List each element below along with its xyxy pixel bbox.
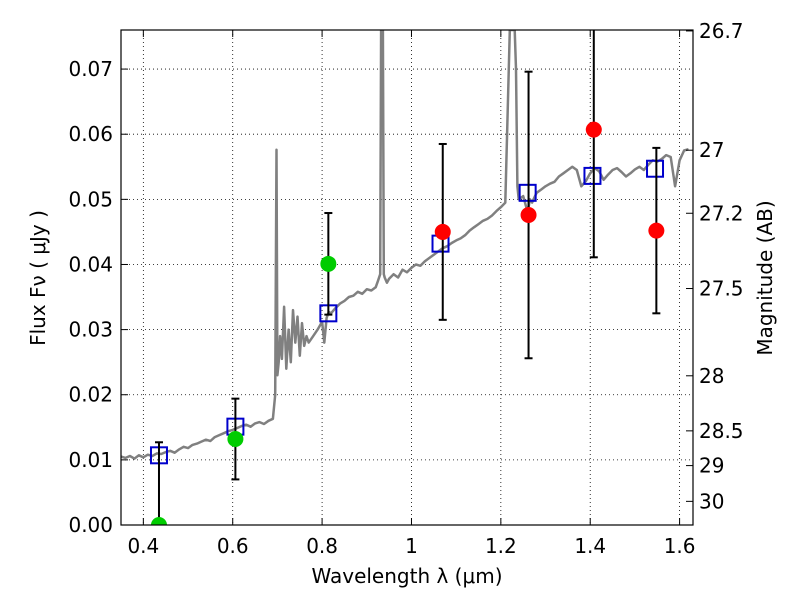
x-tick-label: 1.6 [664, 534, 696, 558]
y2-tick-label: 28 [699, 364, 724, 388]
observed-photometry-point [320, 255, 337, 272]
x-tick-label: 1.4 [574, 534, 606, 558]
plot-frame [120, 29, 694, 526]
y2-tick-label: 27.2 [699, 201, 744, 225]
y-axis-label: Flux Fν ( μJy ) [26, 210, 50, 346]
y-tick-label: 0.01 [68, 448, 113, 472]
y-tick-label: 0.00 [68, 513, 113, 537]
y2-tick-label: 29 [699, 454, 724, 478]
y-tick-label: 0.06 [68, 122, 113, 146]
y-tick-label: 0.02 [68, 383, 113, 407]
observed-photometry-point [434, 223, 451, 240]
observed-photometry-point [227, 431, 244, 448]
observed-photometry-point [648, 222, 665, 239]
plot-area [121, 30, 689, 525]
x-tick-label: 1 [405, 534, 418, 558]
x-axis-label: Wavelength λ (μm) [311, 564, 502, 588]
observed-photometry-point [520, 206, 537, 223]
y2-tick-label: 30 [699, 489, 724, 513]
y-tick-label: 0.03 [68, 318, 113, 342]
x-tick-label: 0.6 [217, 534, 249, 558]
x-tick-label: 0.4 [127, 534, 159, 558]
observed-photometry-point [585, 121, 602, 138]
y-tick-label: 0.04 [68, 252, 113, 276]
y2-tick-label: 27 [699, 138, 724, 162]
observed-photometry-point [150, 517, 167, 525]
model-photometry-marker [583, 166, 602, 185]
y2-tick-label: 27.5 [699, 277, 744, 301]
x-tick-label: 0.8 [306, 534, 338, 558]
plot-inner [121, 30, 689, 525]
y2-tick-label: 28.5 [699, 419, 744, 443]
axis-ticks: 0.4 0.6 0.8 1 1.2 1.4 1.6 0.00 0.01 0.02 0.03 0.04 0… [68, 19, 743, 558]
y-tick-label: 0.07 [68, 57, 113, 81]
y-tick-label: 0.05 [68, 187, 113, 211]
y2-tick-label: 26.7 [699, 19, 744, 43]
x-tick-label: 1.2 [485, 534, 517, 558]
y2-axis-label: Magnitude (AB) [753, 200, 777, 355]
model-photometry-marker [646, 159, 665, 178]
spectrum-line [121, 30, 689, 460]
